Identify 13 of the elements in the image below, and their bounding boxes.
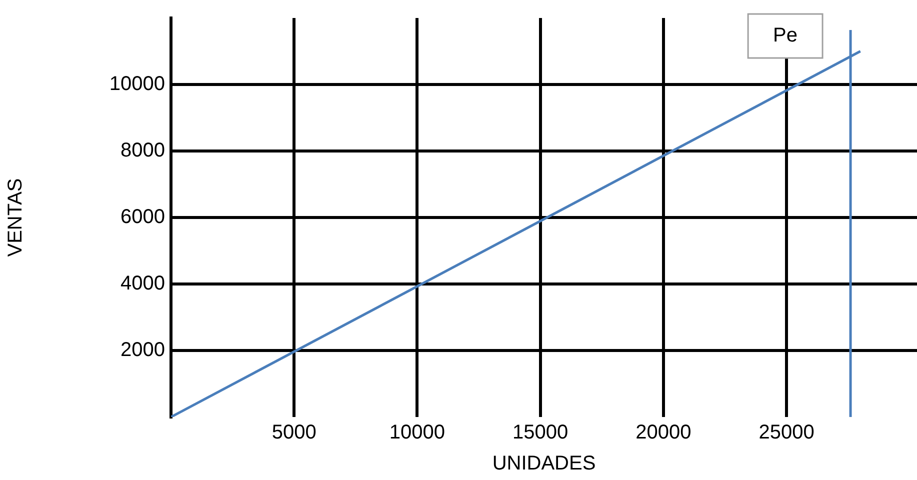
y-tick-label: 2000 (120, 339, 165, 362)
y-tick-label: 6000 (120, 206, 165, 228)
x-axis-title: UNIDADES (492, 452, 596, 475)
y-tick-label: 4000 (120, 272, 165, 295)
ref-line-label: Pe (773, 24, 798, 47)
x-tick-label: 20000 (636, 422, 692, 444)
x-tick-label: 15000 (512, 422, 568, 444)
y-axis-title: VENTAS (4, 178, 27, 257)
y-tick-label: 10000 (109, 73, 165, 96)
y-tick-label: 8000 (120, 140, 165, 162)
x-tick-label: 5000 (272, 422, 316, 444)
x-tick-label: 25000 (758, 422, 814, 444)
x-tick-label: 10000 (389, 422, 446, 444)
